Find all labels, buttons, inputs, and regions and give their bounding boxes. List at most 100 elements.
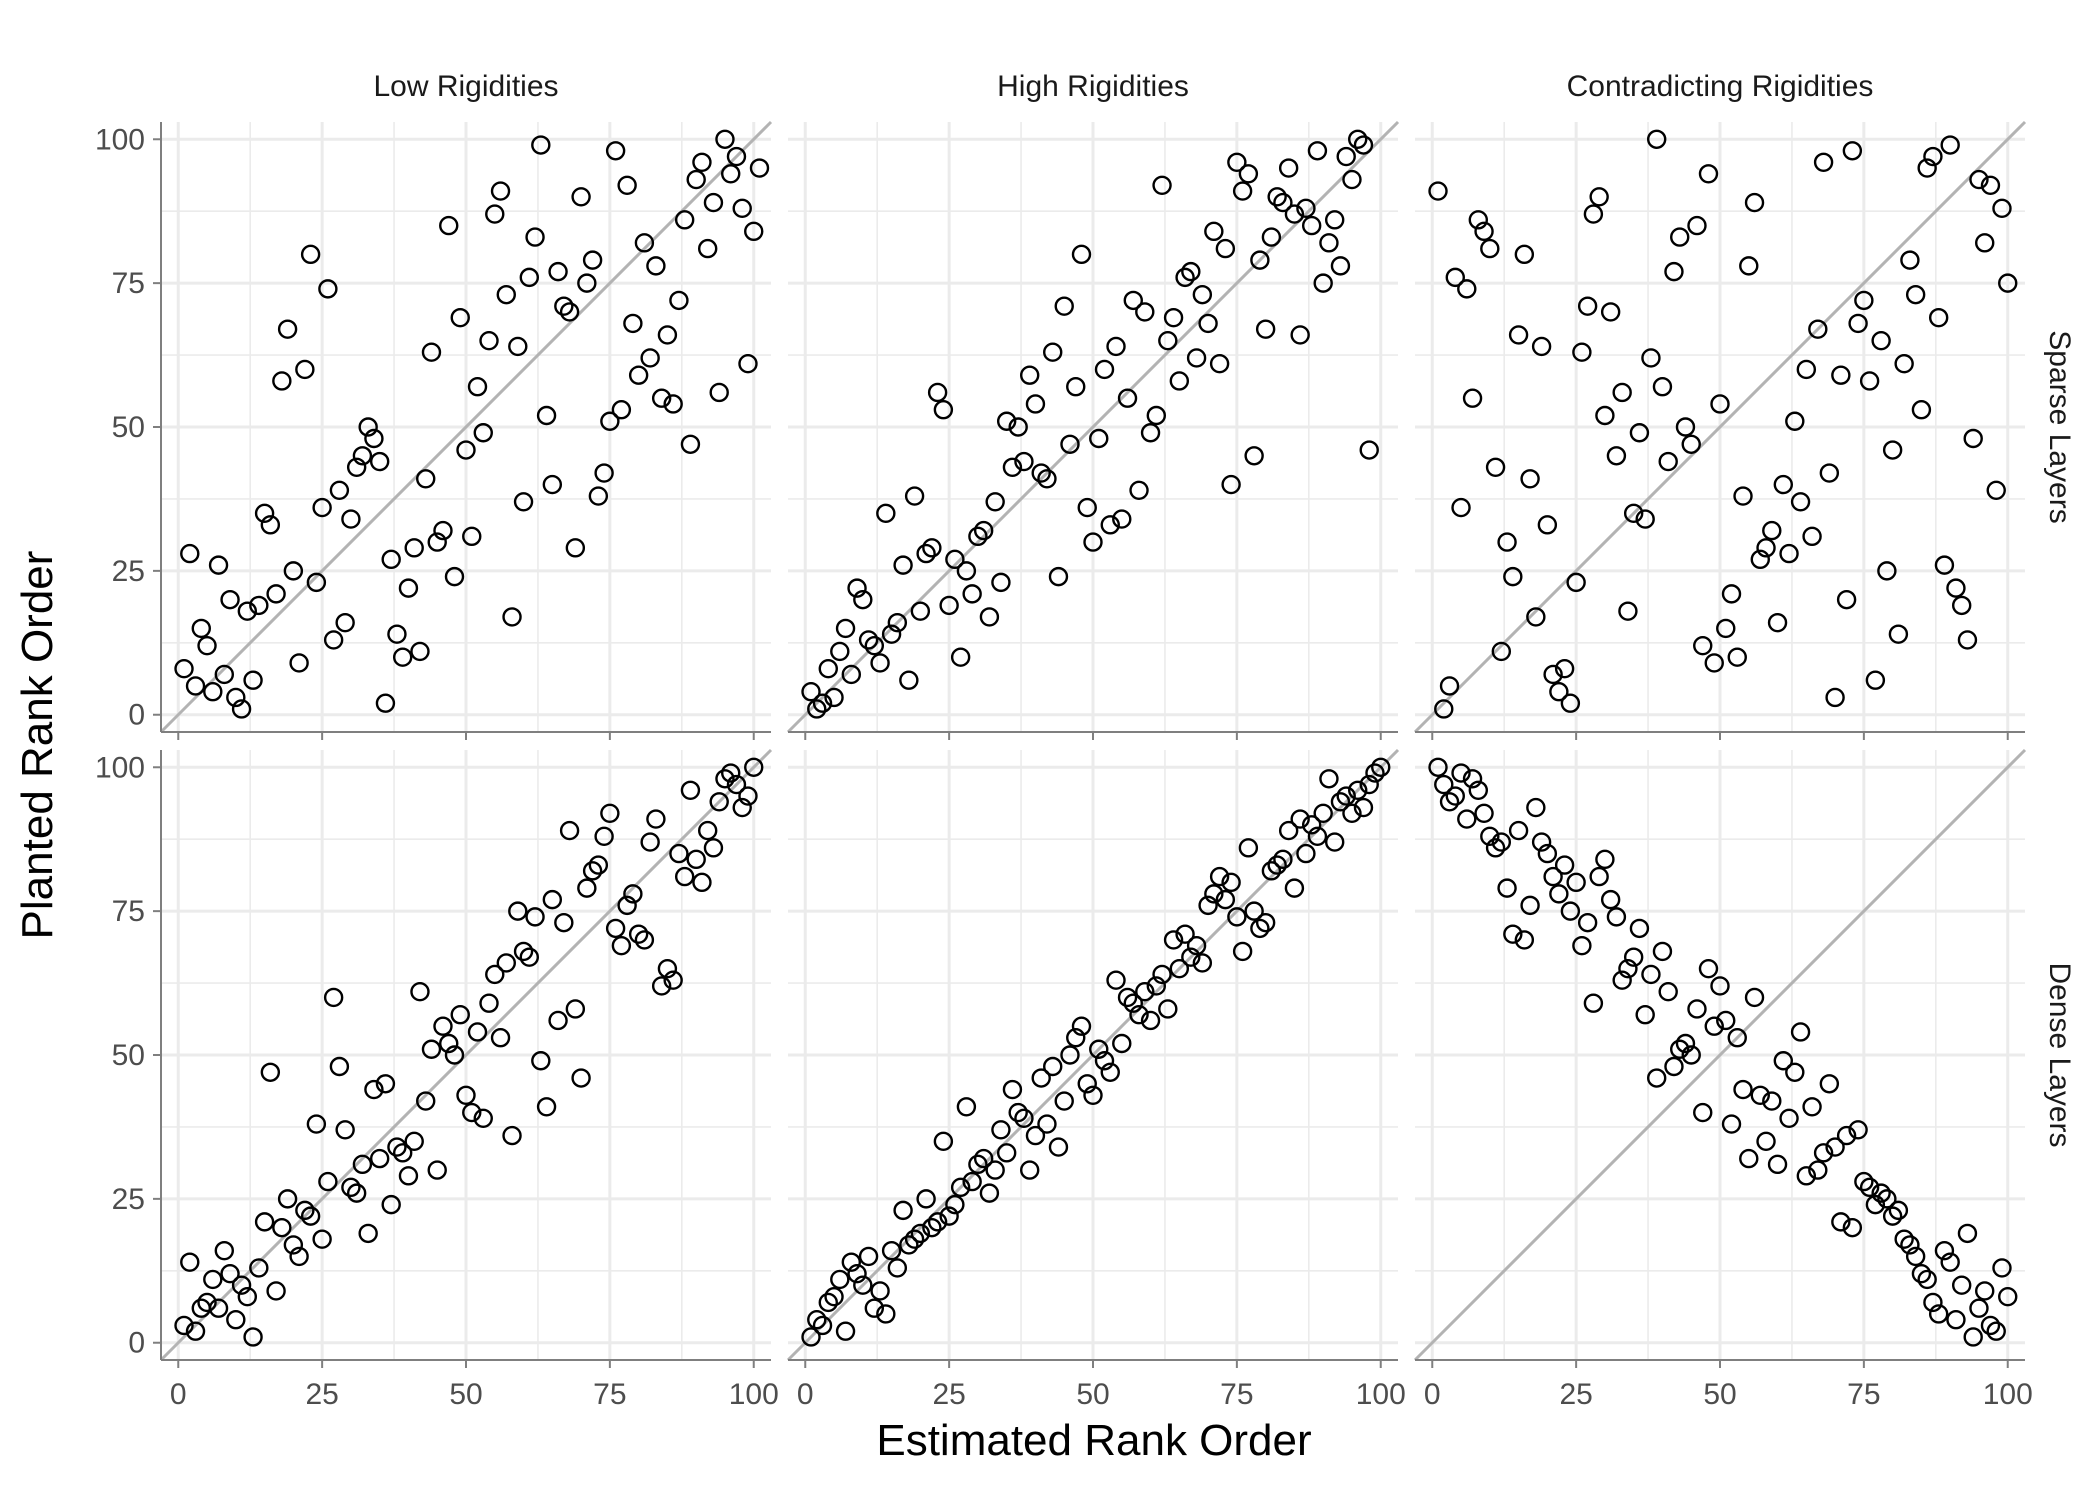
data-point (1307, 141, 1328, 161)
data-point (1468, 210, 1489, 230)
y-tick-label: 50 (112, 1039, 145, 1072)
data-point (1975, 1281, 1995, 1301)
data-point (1140, 423, 1161, 443)
data-point (473, 1108, 493, 1129)
data-point (375, 1074, 396, 1094)
data-point (185, 1321, 206, 1341)
data-point (1019, 1160, 1040, 1180)
data-point (1623, 947, 1644, 967)
data-point (496, 284, 516, 305)
data-point (1198, 895, 1218, 916)
data-point (646, 809, 666, 829)
data-point (1951, 595, 1972, 616)
data-point (1917, 158, 1937, 178)
data-point (853, 1275, 873, 1295)
data-point (1083, 532, 1103, 552)
data-point (600, 803, 620, 824)
data-point (996, 411, 1017, 431)
data-point (1232, 181, 1253, 201)
data-point (1106, 970, 1126, 990)
data-point (1946, 1310, 1966, 1330)
data-point (1031, 1068, 1051, 1088)
panel-6 (1413, 748, 2027, 1362)
data-point (1992, 198, 2012, 219)
data-point (864, 635, 885, 656)
data-point (1549, 682, 1569, 702)
data-point (1664, 1056, 1684, 1077)
data-point (427, 532, 447, 552)
data-point (1888, 1200, 1909, 1221)
y-tick-label: 100 (95, 123, 145, 156)
data-point (1480, 826, 1500, 847)
data-point (490, 181, 511, 201)
data-point (1520, 469, 1540, 489)
data-point (1577, 912, 1598, 933)
x-tick-label: 75 (1220, 1378, 1253, 1411)
data-point (1348, 780, 1368, 800)
data-point (726, 774, 747, 795)
data-point (1675, 1033, 1696, 1054)
data-point (289, 653, 309, 673)
data-point (1716, 618, 1736, 639)
data-point (1865, 670, 1886, 690)
data-point (1462, 769, 1483, 789)
data-point (1146, 976, 1167, 996)
data-point (749, 158, 770, 178)
data-point (571, 1068, 591, 1088)
data-point (1117, 388, 1138, 408)
data-point (1261, 227, 1282, 247)
data-point (387, 1137, 407, 1157)
data-point (1802, 526, 1822, 547)
data-point (651, 976, 672, 996)
data-point (1273, 849, 1293, 870)
data-point (559, 820, 580, 841)
data-point (922, 538, 942, 558)
data-point (991, 572, 1011, 593)
data-point (617, 175, 637, 196)
data-point (686, 169, 706, 190)
data-point (1618, 958, 1638, 979)
data-point (1698, 164, 1719, 184)
data-point (1313, 273, 1333, 293)
data-point (444, 566, 465, 587)
ticks-layer: 0 25 50 75 100 0 25 50 75 100 0 25 50 75 100 0 25 50 75 100… (95, 123, 2033, 1411)
data-point (1474, 803, 1494, 824)
data-point (1290, 809, 1310, 829)
data-point (571, 187, 591, 207)
data-point (352, 446, 373, 466)
panel-1 (159, 120, 773, 734)
data-point (1152, 964, 1172, 985)
data-point (502, 1125, 522, 1146)
data-point (1215, 889, 1236, 910)
data-point (1986, 480, 2006, 501)
data-point (1589, 187, 1609, 207)
data-point (1767, 1154, 1788, 1175)
data-point (1882, 1206, 1903, 1226)
data-point (726, 146, 747, 167)
data-point (1762, 520, 1782, 541)
data-point (1238, 164, 1259, 184)
data-point (835, 618, 856, 639)
data-point (1963, 1327, 1983, 1347)
x-tick-label: 50 (1076, 1378, 1109, 1411)
data-point (1163, 307, 1184, 328)
data-point (1089, 1039, 1109, 1059)
data-point (910, 601, 931, 621)
data-point (744, 757, 764, 777)
data-point (933, 400, 954, 420)
data-point (1790, 1022, 1811, 1042)
data-point (870, 653, 890, 673)
data-point (1975, 233, 1995, 253)
data-point (927, 1212, 948, 1232)
data-point (703, 838, 724, 858)
data-point (519, 267, 540, 288)
data-point (203, 1269, 223, 1290)
data-point (392, 1143, 413, 1163)
data-point (237, 601, 258, 621)
data-point (1296, 843, 1316, 864)
data-point (398, 578, 419, 598)
data-point (732, 797, 752, 818)
data-point (508, 901, 528, 921)
data-point (1071, 1016, 1092, 1036)
data-point (174, 1315, 194, 1336)
